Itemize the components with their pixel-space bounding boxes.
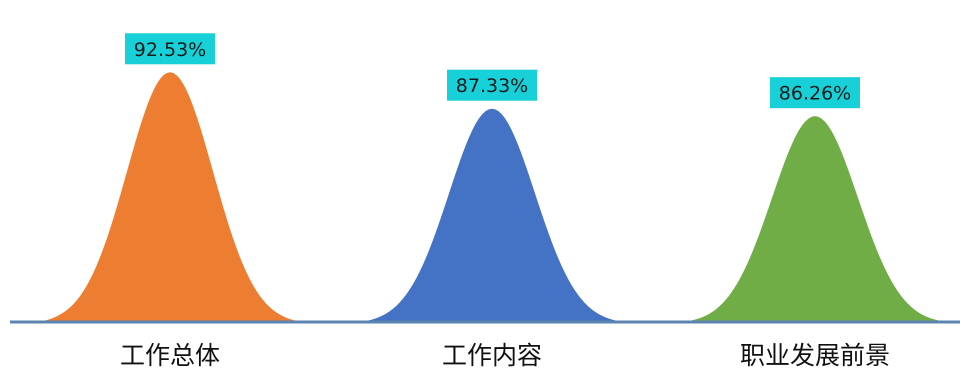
value-label-box xyxy=(125,33,215,65)
peak-3 xyxy=(683,116,947,323)
value-label-box xyxy=(447,69,537,101)
category-labels-layer: 工作总体 工作内容 职业发展前景 xyxy=(120,341,890,368)
category-label-3: 职业发展前景 xyxy=(740,341,890,368)
category-label-2: 工作内容 xyxy=(442,341,542,368)
value-label-1: 92.53% xyxy=(125,33,215,65)
value-label-text: 92.53% xyxy=(134,39,206,61)
peaks-layer xyxy=(38,72,947,323)
category-label-1: 工作总体 xyxy=(120,341,220,368)
peak-2 xyxy=(360,108,624,322)
value-label-3: 86.26% xyxy=(770,77,860,109)
value-labels-layer: 92.53% 87.33% 86.26% xyxy=(125,33,860,109)
value-label-box xyxy=(770,77,860,109)
value-label-text: 86.26% xyxy=(779,83,851,105)
peak-1 xyxy=(38,72,302,322)
value-label-text: 87.33% xyxy=(456,75,528,97)
value-label-2: 87.33% xyxy=(447,69,537,101)
